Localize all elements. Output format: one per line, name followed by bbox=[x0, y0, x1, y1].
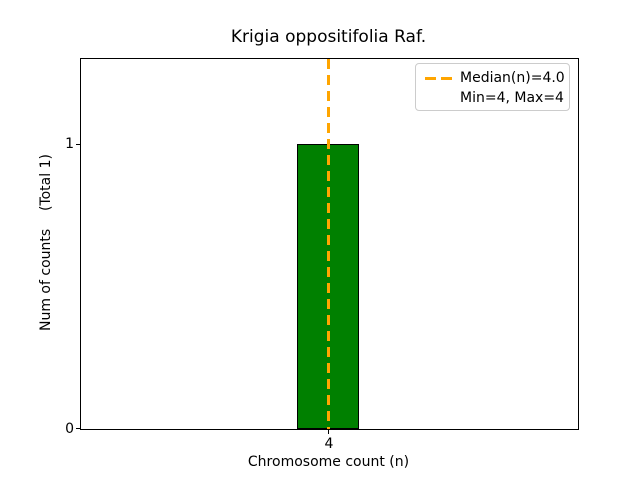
legend-entry-minmax: Min=4, Max=4 bbox=[416, 88, 569, 108]
y-tick-mark-1 bbox=[76, 143, 81, 145]
legend-entry-median: Median(n)=4.0 bbox=[416, 68, 569, 88]
x-tick-mark-4 bbox=[328, 429, 330, 434]
legend: Median(n)=4.0 Min=4, Max=4 bbox=[415, 63, 570, 111]
legend-label-minmax: Min=4, Max=4 bbox=[460, 90, 564, 106]
chart-title: Krigia oppositifolia Raf. bbox=[230, 27, 427, 47]
y-tick-mark-0 bbox=[76, 428, 81, 430]
orange-dashed-line-icon bbox=[425, 76, 452, 80]
y-tick-label-1: 1 bbox=[65, 136, 74, 152]
legend-empty-handle bbox=[425, 97, 452, 100]
plot-area: 1 0 4 bbox=[65, 58, 579, 451]
x-tick-label-4: 4 bbox=[324, 436, 334, 452]
y-axis-label: Num of counts (Total 1) bbox=[38, 154, 54, 332]
y-tick-label-0: 0 bbox=[65, 421, 74, 437]
legend-label-median: Median(n)=4.0 bbox=[460, 70, 565, 86]
x-axis-label: Chromosome count (n) bbox=[247, 454, 410, 470]
median-line bbox=[327, 59, 330, 429]
